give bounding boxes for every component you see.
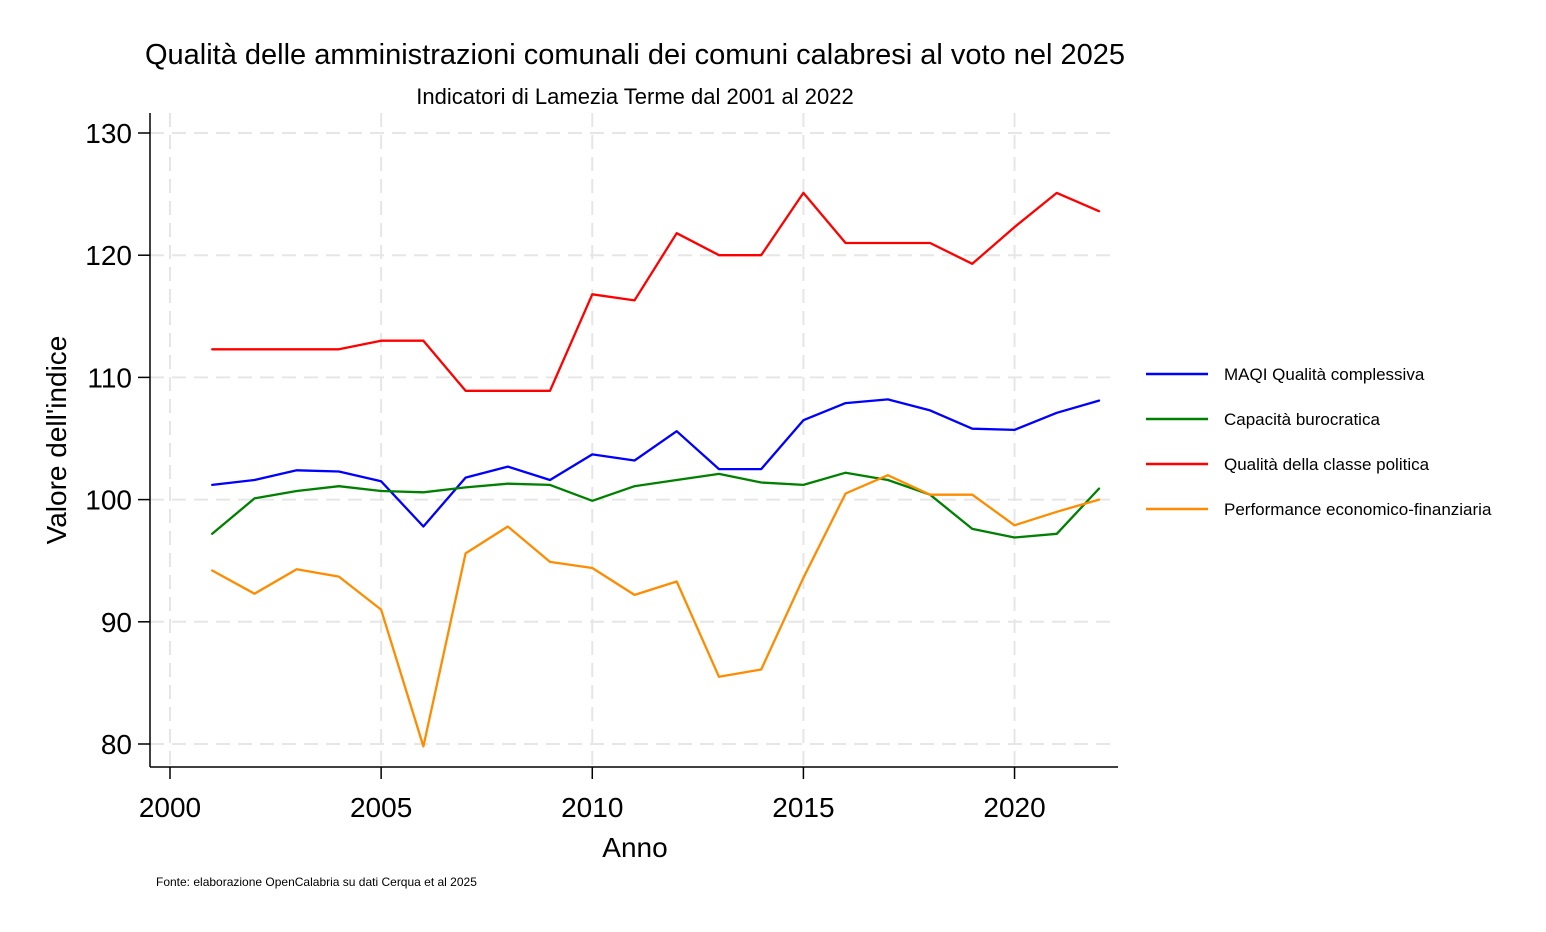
series-line-maqi-qualita-complessiva — [211, 398, 1101, 528]
series-line-performance-economico-finanziaria — [211, 474, 1101, 748]
chart-title: Qualità delle amministrazioni comunali d… — [145, 39, 1125, 71]
series-line-capacita-burocratica — [211, 471, 1101, 539]
y-tick-label: 120 — [85, 240, 132, 271]
source-note: Fonte: elaborazione OpenCalabria su dati… — [156, 875, 477, 889]
legend: MAQI Qualità complessiva Capacità burocra… — [1146, 365, 1492, 519]
y-axis-label: Valore dell'indice — [41, 336, 72, 545]
legend-label: Performance economico-finanziaria — [1224, 500, 1492, 519]
y-tick-label: 130 — [85, 118, 132, 149]
x-tick-label: 2015 — [772, 792, 834, 823]
x-tick-label: 2010 — [561, 792, 623, 823]
x-tick-label: 2005 — [350, 792, 412, 823]
axes: 80 90 100 110 120 130 2000 2005 2010 2015 2020 — [85, 113, 1118, 823]
x-axis-label: Anno — [602, 832, 667, 863]
chart-subtitle: Indicatori di Lamezia Terme dal 2001 al … — [416, 84, 853, 109]
y-tick-label: 100 — [85, 485, 132, 516]
y-tick-label: 80 — [101, 729, 132, 760]
y-tick-label: 110 — [87, 362, 132, 393]
series-lines — [211, 191, 1101, 748]
legend-label: Capacità burocratica — [1224, 410, 1380, 429]
legend-label: MAQI Qualità complessiva — [1224, 365, 1425, 384]
x-tick-label: 2020 — [983, 792, 1045, 823]
series-line-qualita-della-classe-politica — [211, 191, 1101, 392]
grid — [150, 113, 1118, 767]
y-tick-label: 90 — [101, 607, 132, 638]
legend-label: Qualità della classe politica — [1224, 455, 1430, 474]
x-tick-label: 2000 — [139, 792, 201, 823]
